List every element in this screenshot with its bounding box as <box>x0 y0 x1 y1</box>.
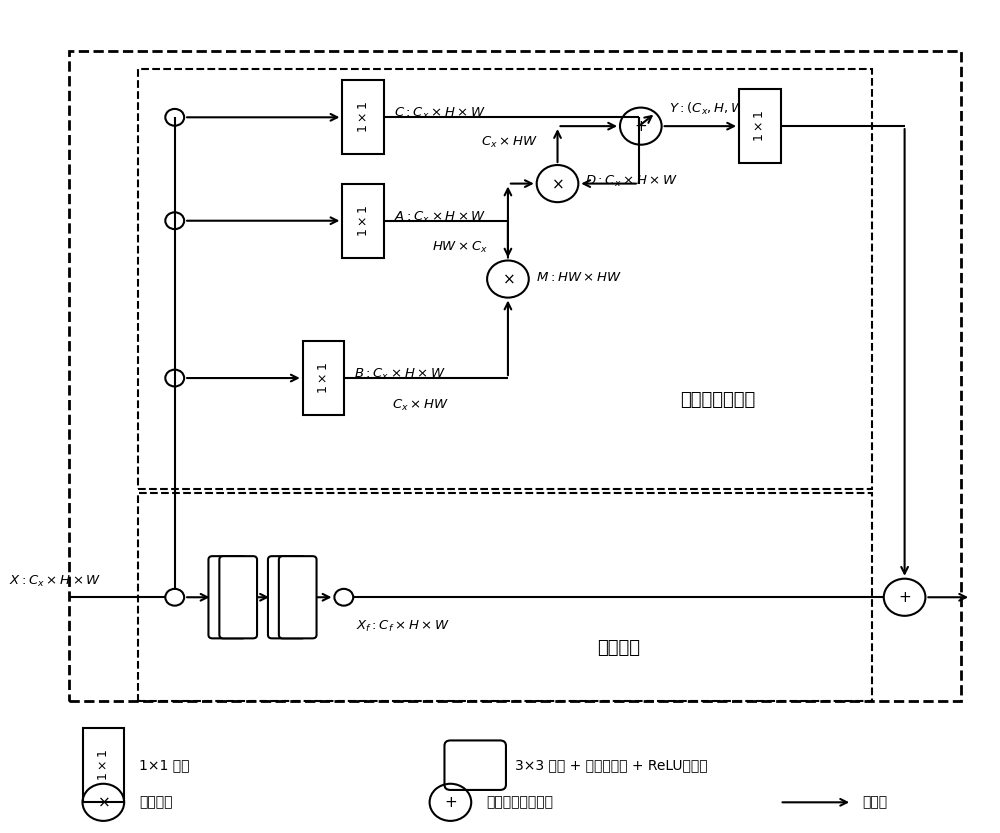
Text: $1\times1$: $1\times1$ <box>357 205 370 237</box>
Text: $M: HW \times HW$: $M: HW \times HW$ <box>536 271 622 284</box>
Bar <box>138 68 872 488</box>
Text: 1×1 卷积: 1×1 卷积 <box>139 758 190 772</box>
FancyBboxPatch shape <box>444 741 506 790</box>
Bar <box>303 341 344 415</box>
Text: $C_x \times HW$: $C_x \times HW$ <box>392 397 449 412</box>
Bar <box>342 183 384 258</box>
Text: $+$: $+$ <box>898 590 911 605</box>
FancyBboxPatch shape <box>279 556 317 638</box>
Text: $+$: $+$ <box>634 118 647 133</box>
Text: $X_f: C_f \times H \times W$: $X_f: C_f \times H \times W$ <box>356 620 449 635</box>
Text: $A: C_x \times H \times W$: $A: C_x \times H \times W$ <box>394 210 486 225</box>
Text: 卷积分支: 卷积分支 <box>598 639 641 656</box>
Text: $D: C_x \times H \times W$: $D: C_x \times H \times W$ <box>585 174 678 189</box>
Text: $\times$: $\times$ <box>502 272 514 287</box>
Text: $C: C_x \times H \times W$: $C: C_x \times H \times W$ <box>394 107 486 122</box>
Bar <box>739 89 781 163</box>
Text: 矩阵相乘: 矩阵相乘 <box>139 796 173 810</box>
Text: 数据流: 数据流 <box>862 796 887 810</box>
Text: $B: C_x \times H \times W$: $B: C_x \times H \times W$ <box>354 367 446 382</box>
Bar <box>69 51 961 701</box>
Bar <box>83 728 124 802</box>
Text: 矩阵对应元素相加: 矩阵对应元素相加 <box>486 796 553 810</box>
Text: $Y: (C_x, H, W)$: $Y: (C_x, H, W)$ <box>669 101 749 117</box>
Text: 3×3 卷积 + 批量归一层 + ReLU激活层: 3×3 卷积 + 批量归一层 + ReLU激活层 <box>515 758 708 772</box>
Bar <box>342 80 384 154</box>
Text: $1\times1$: $1\times1$ <box>357 102 370 133</box>
Text: $1\times1$: $1\times1$ <box>317 362 330 394</box>
Text: $1\times1$: $1\times1$ <box>753 110 766 142</box>
Text: 特征注意力分支: 特征注意力分支 <box>681 392 756 409</box>
FancyBboxPatch shape <box>268 556 306 638</box>
Text: $\times$: $\times$ <box>97 795 110 810</box>
Text: $X: C_x \times H \times W$: $X: C_x \times H \times W$ <box>9 574 102 589</box>
Text: $\times$: $\times$ <box>551 176 564 191</box>
Text: $+$: $+$ <box>444 795 457 810</box>
Text: $1\times1$: $1\times1$ <box>97 749 110 781</box>
Text: $HW \times C_x$: $HW \times C_x$ <box>432 240 488 255</box>
Text: $C_x \times HW$: $C_x \times HW$ <box>481 135 538 150</box>
FancyBboxPatch shape <box>219 556 257 638</box>
Bar <box>138 493 872 701</box>
FancyBboxPatch shape <box>208 556 246 638</box>
